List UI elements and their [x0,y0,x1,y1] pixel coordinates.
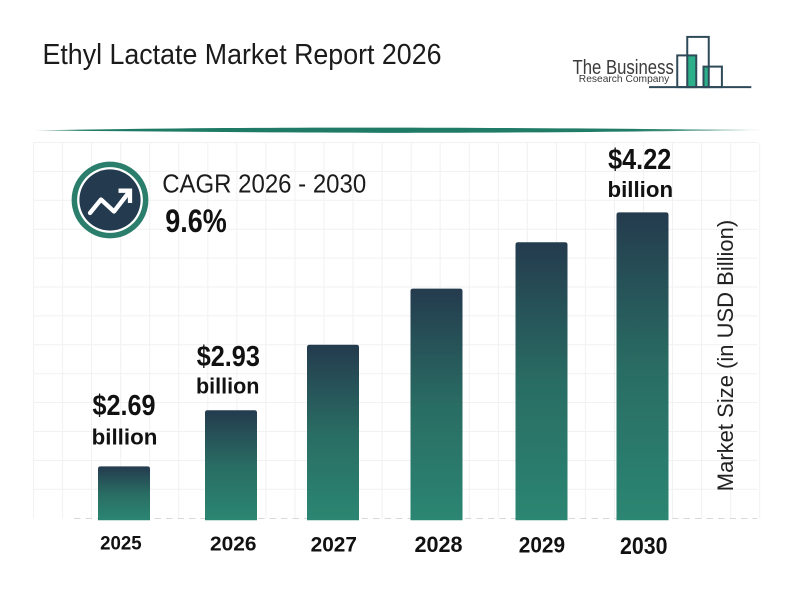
svg-text:billion: billion [196,374,259,399]
svg-text:$2.93: $2.93 [197,341,260,373]
svg-text:Market Size (in USD Billion): Market Size (in USD Billion) [713,220,738,491]
svg-text:2025: 2025 [100,534,142,555]
svg-text:2027: 2027 [311,533,357,556]
svg-text:CAGR 2026 - 2030: CAGR 2026 - 2030 [162,168,366,198]
svg-text:9.6%: 9.6% [165,203,227,239]
svg-text:The Business: The Business [573,56,674,79]
svg-text:$2.69: $2.69 [93,390,156,422]
svg-text:2030: 2030 [620,533,668,560]
svg-text:billion: billion [92,424,158,449]
svg-text:2029: 2029 [519,533,565,558]
svg-text:Research Company: Research Company [579,73,670,85]
svg-text:billion: billion [608,177,674,202]
svg-text:$4.22: $4.22 [608,144,671,176]
svg-text:2026: 2026 [210,534,257,556]
svg-text:Ethyl Lactate Market Report 20: Ethyl Lactate Market Report 2026 [43,39,442,71]
svg-text:2028: 2028 [414,532,462,557]
